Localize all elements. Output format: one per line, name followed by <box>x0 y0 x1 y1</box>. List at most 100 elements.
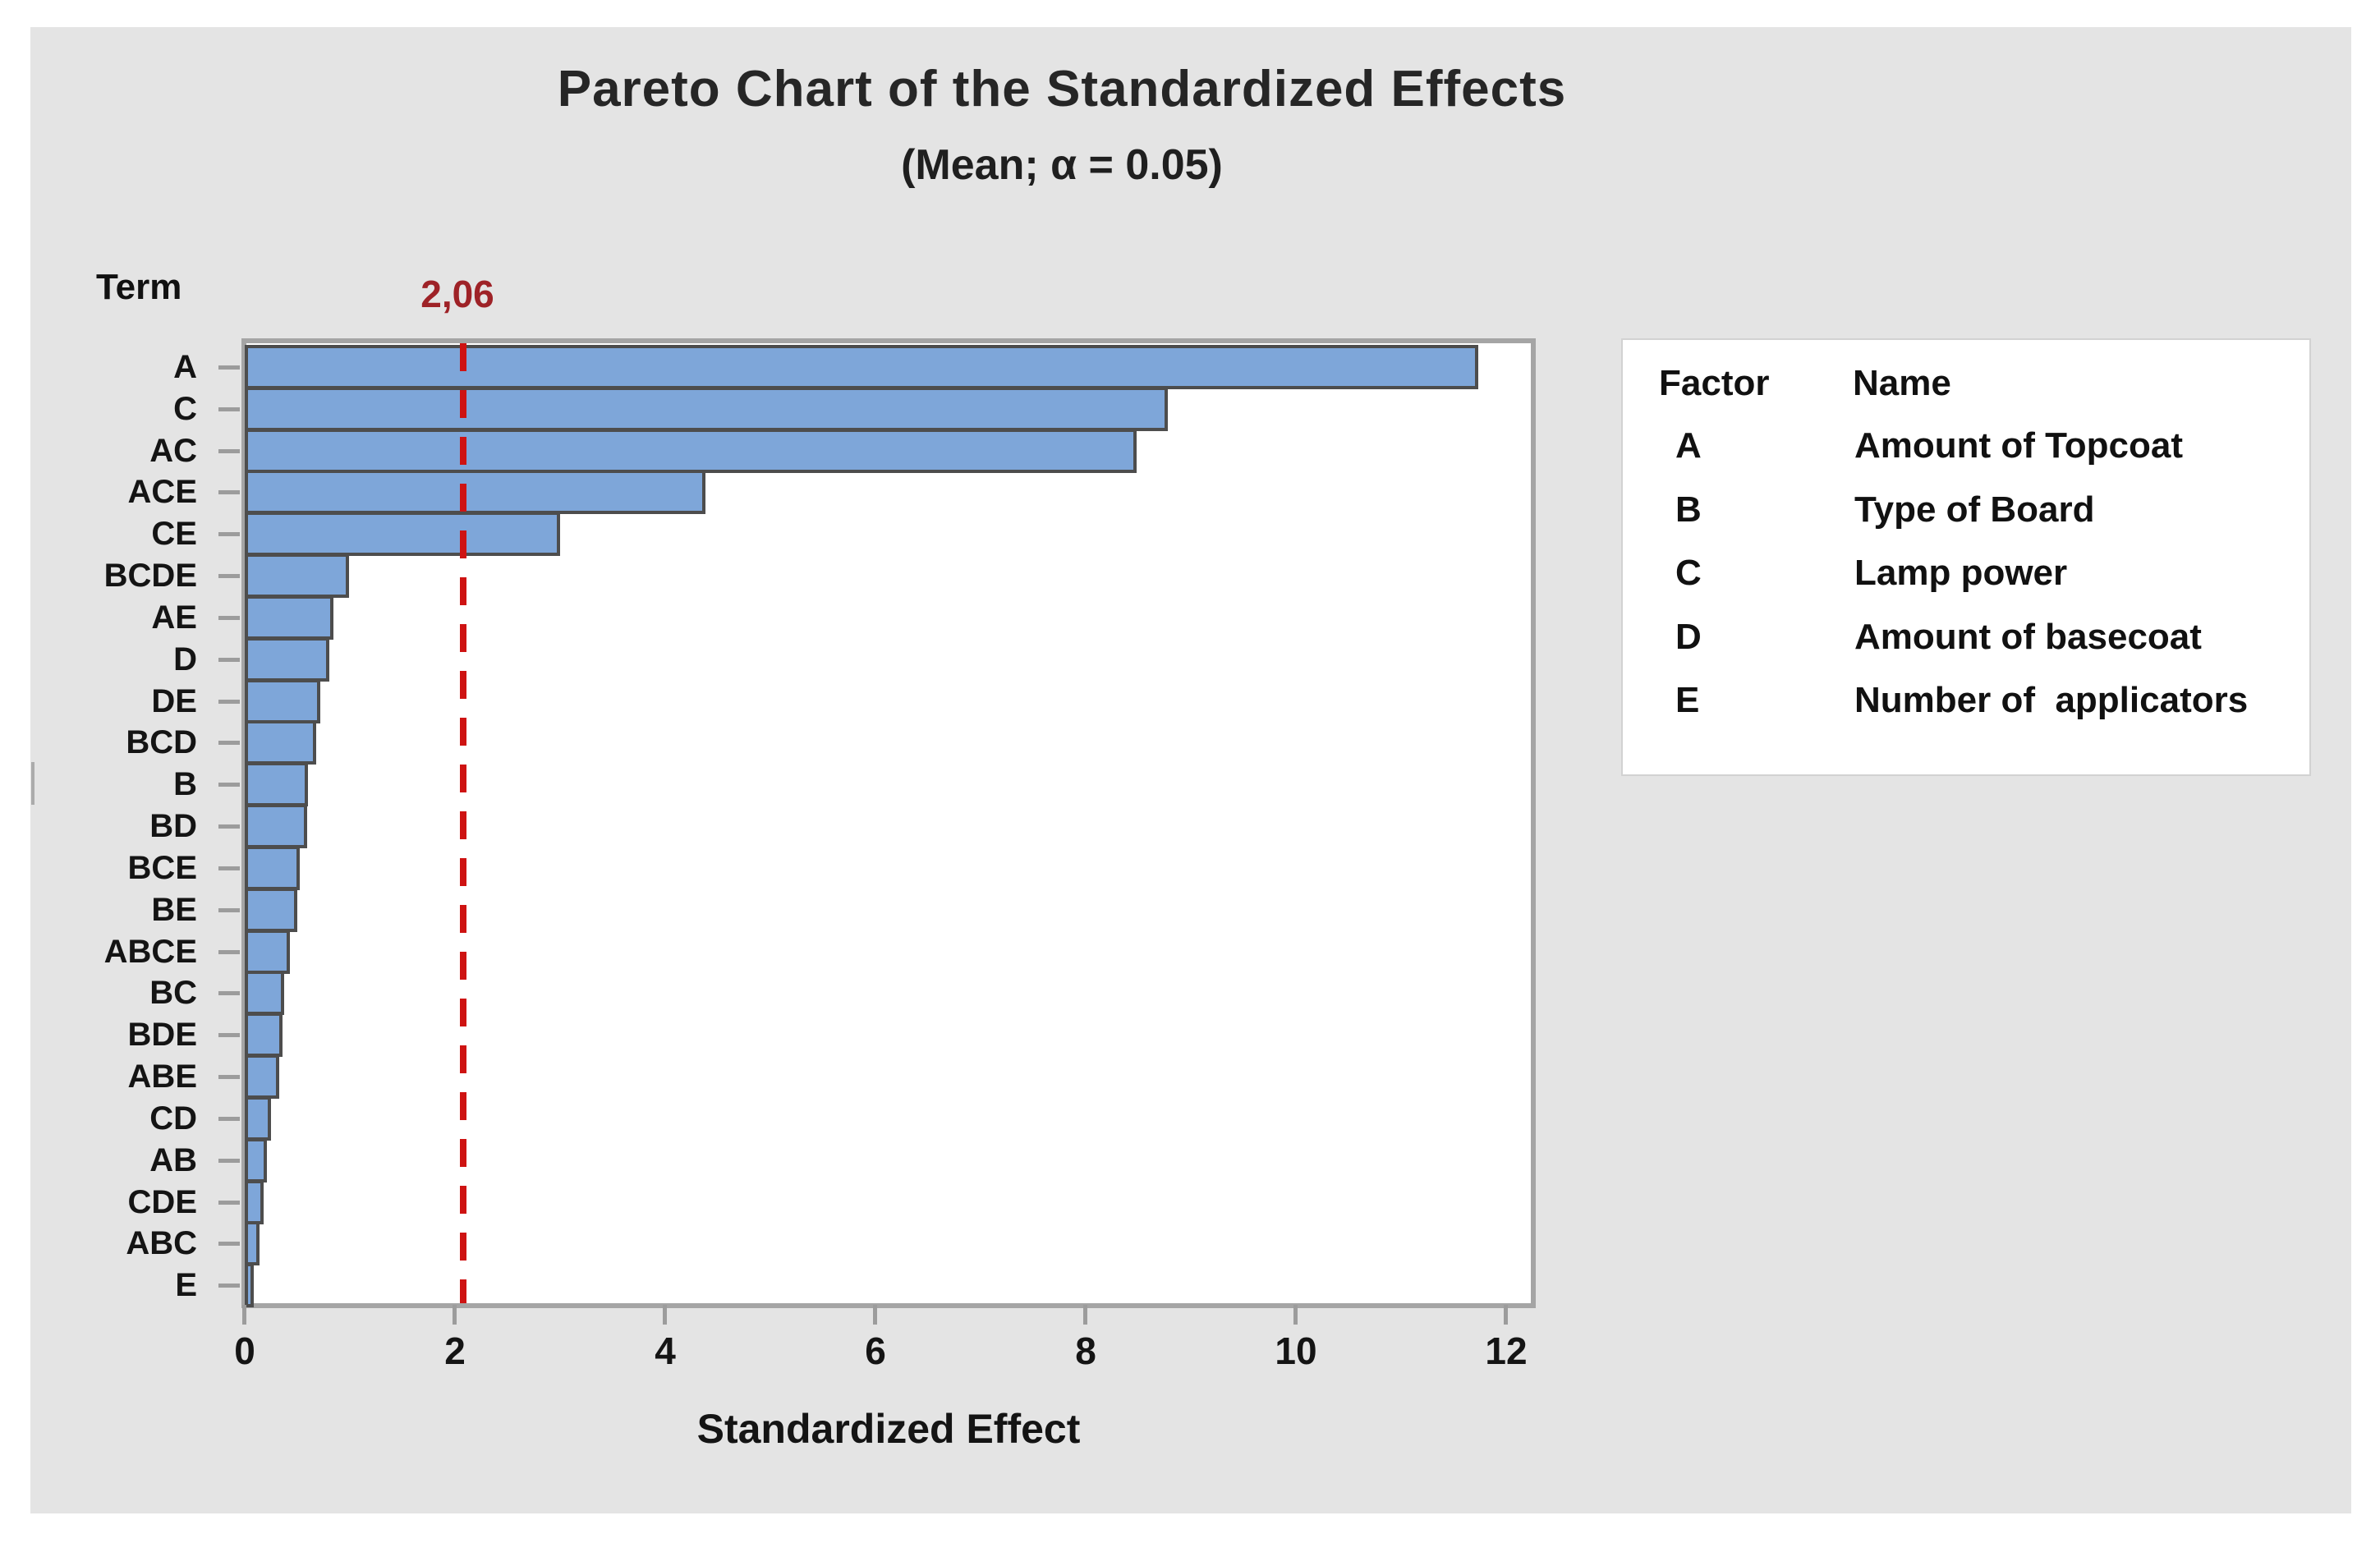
bar-CE <box>245 512 561 557</box>
bar-ACE <box>245 470 705 515</box>
bar-BC <box>245 971 284 1016</box>
term-label-AC: AC <box>149 432 197 469</box>
term-label-D: D <box>173 641 197 677</box>
x-tick-label-6: 6 <box>865 1329 886 1372</box>
x-tick-8 <box>1083 1305 1087 1325</box>
term-label-CDE: CDE <box>127 1183 197 1220</box>
legend-name-E: Number of applicators <box>1854 680 2249 721</box>
y-tick-D <box>218 657 240 662</box>
y-tick-ABE <box>218 1075 240 1080</box>
legend-name-B: Type of Board <box>1854 489 2095 530</box>
bar-AE <box>245 595 333 640</box>
term-label-CD: CD <box>149 1100 197 1137</box>
legend-factor-D: D <box>1675 616 1702 657</box>
bar-AB <box>245 1137 268 1183</box>
bar-CD <box>245 1095 272 1141</box>
bar-BDE <box>245 1013 283 1058</box>
x-tick-2 <box>453 1305 457 1325</box>
term-label-BCE: BCE <box>127 849 197 886</box>
x-tick-10 <box>1293 1305 1298 1325</box>
x-tick-label-0: 0 <box>234 1329 255 1372</box>
bar-C <box>245 386 1168 431</box>
legend-name-A: Amount of Topcoat <box>1854 425 2183 466</box>
bar-A <box>245 345 1478 389</box>
term-label-BCDE: BCDE <box>103 558 197 595</box>
bar-DE <box>245 678 321 723</box>
factor-legend-box: Factor Name A Amount of Topcoat B Type of B… <box>1621 338 2311 776</box>
x-tick-6 <box>873 1305 877 1325</box>
bar-D <box>245 636 329 682</box>
legend-name-D: Amount of basecoat <box>1854 616 2202 657</box>
bar-BCE <box>245 845 300 890</box>
term-label-ABC: ABC <box>126 1225 197 1262</box>
bar-BCD <box>245 720 317 765</box>
term-label-E: E <box>175 1267 197 1304</box>
y-tick-BC <box>218 991 240 996</box>
term-label-ABCE: ABCE <box>103 933 197 970</box>
x-axis-title: Standardized Effect <box>696 1406 1081 1452</box>
left-edge-tick-artifact <box>31 762 34 805</box>
x-tick-0 <box>242 1305 246 1325</box>
chart-figure: Pareto Chart of the Standardized Effects… <box>30 27 2351 1513</box>
x-tick-12 <box>1504 1305 1508 1325</box>
x-tick-label-10: 10 <box>1275 1329 1317 1372</box>
term-label-BC: BC <box>149 975 197 1012</box>
y-tick-BCDE <box>218 574 240 579</box>
legend-factor-A: A <box>1675 425 1702 466</box>
plot-area: A C AC ACE CE BCDE AE D DE BCD B BD BCE BE ABCE BC BDE AB… <box>104 338 1536 1372</box>
y-tick-AE <box>218 615 240 620</box>
term-label-A: A <box>173 349 197 385</box>
term-label-AB: AB <box>149 1141 197 1178</box>
bar-E <box>245 1263 254 1308</box>
legend-factor-C: C <box>1675 553 1702 594</box>
reference-line <box>459 343 466 1303</box>
y-tick-ABCE <box>218 949 240 954</box>
term-label-AE: AE <box>151 599 197 636</box>
y-tick-DE <box>218 699 240 704</box>
x-tick-label-8: 8 <box>1075 1329 1096 1372</box>
y-axis-title: Term <box>96 267 182 307</box>
term-label-C: C <box>173 390 197 427</box>
bar-ABC <box>245 1221 260 1266</box>
term-label-CE: CE <box>151 516 197 553</box>
bar-ABE <box>245 1054 280 1100</box>
x-tick-label-4: 4 <box>655 1329 676 1372</box>
chart-subtitle: (Mean; α = 0.05) <box>901 141 1223 189</box>
bar-ABCE <box>245 929 291 974</box>
bar-BE <box>245 887 298 932</box>
reference-line-value-label: 2,06 <box>420 273 494 315</box>
y-tick-E <box>218 1284 240 1288</box>
y-tick-CE <box>218 532 240 537</box>
y-tick-ACE <box>218 490 240 495</box>
legend-header-name: Name <box>1853 363 1951 403</box>
term-label-ACE: ACE <box>127 474 197 511</box>
y-tick-BCD <box>218 741 240 746</box>
bar-CDE <box>245 1179 264 1224</box>
legend-header-factor: Factor <box>1659 363 1770 403</box>
y-tick-AC <box>218 448 240 453</box>
y-tick-BDE <box>218 1033 240 1038</box>
bar-AC <box>245 428 1137 473</box>
term-label-BE: BE <box>151 891 197 928</box>
y-tick-AB <box>218 1158 240 1163</box>
x-tick-label-2: 2 <box>444 1329 466 1372</box>
y-tick-B <box>218 783 240 788</box>
y-tick-C <box>218 406 240 411</box>
x-tick-4 <box>663 1305 667 1325</box>
y-tick-ABC <box>218 1242 240 1247</box>
y-tick-CDE <box>218 1200 240 1205</box>
chart-title: Pareto Chart of the Standardized Effects <box>557 61 1567 117</box>
term-label-ABE: ABE <box>127 1059 197 1095</box>
y-tick-BCE <box>218 866 240 870</box>
legend-name-C: Lamp power <box>1854 553 2068 594</box>
legend-factor-B: B <box>1675 489 1702 530</box>
y-tick-CD <box>218 1116 240 1121</box>
term-label-BDE: BDE <box>127 1017 197 1054</box>
term-label-DE: DE <box>151 682 197 719</box>
x-tick-label-12: 12 <box>1485 1329 1528 1372</box>
bar-B <box>245 762 308 807</box>
bar-BD <box>245 804 307 849</box>
term-label-BCD: BCD <box>126 724 197 761</box>
term-label-BD: BD <box>149 808 197 845</box>
